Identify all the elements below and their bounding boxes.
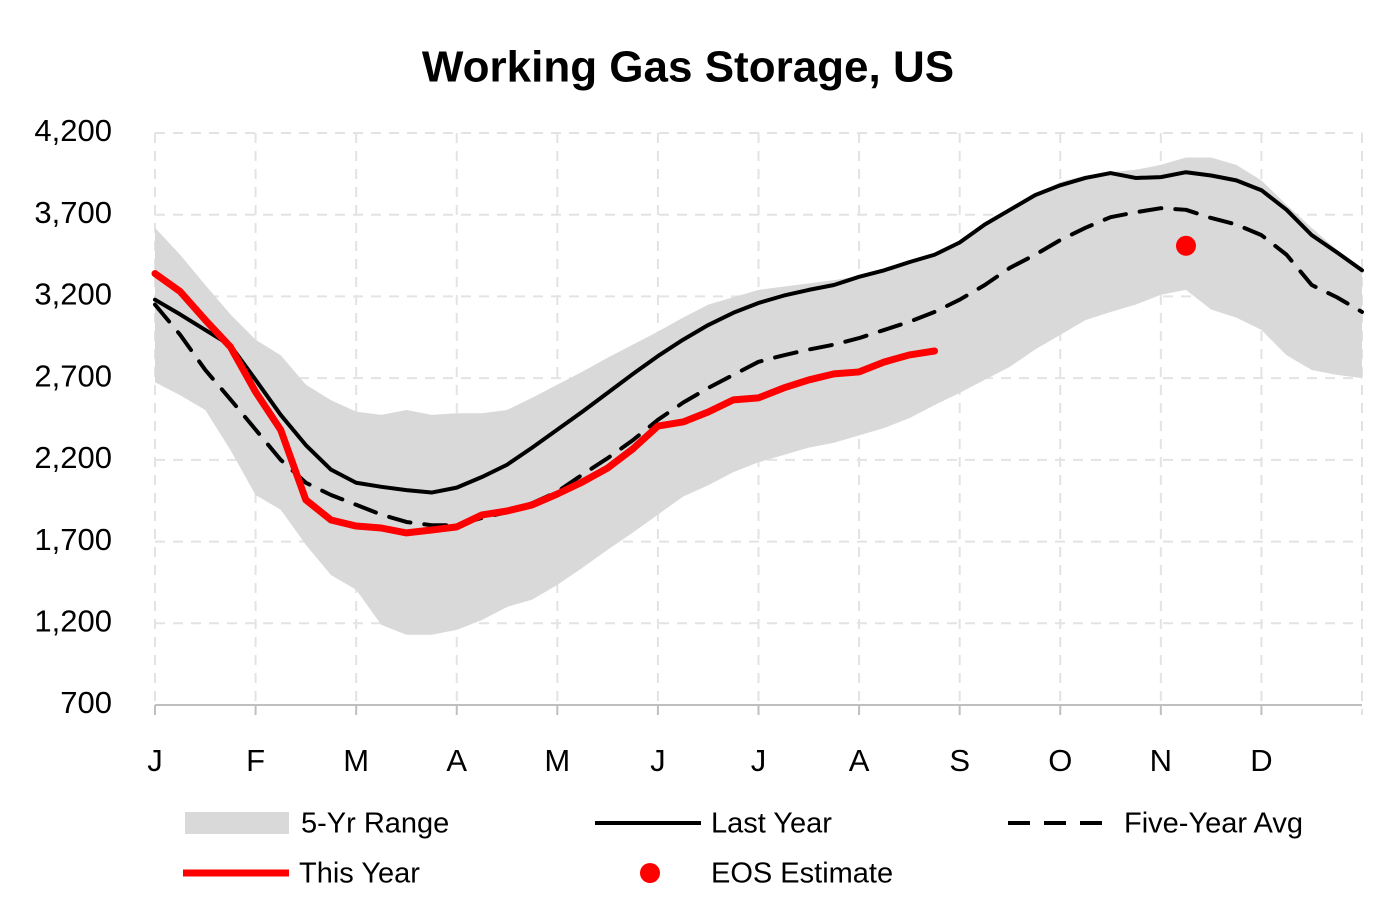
x-tick-label: S [949,743,970,778]
x-tick-label: M [544,743,570,778]
x-tick-label: J [751,743,767,778]
chart-title: Working Gas Storage, US [422,43,954,92]
y-tick-label: 1,700 [34,522,112,557]
y-tick-label: 3,700 [34,195,112,230]
legend-swatch [185,812,289,834]
x-tick-label: D [1250,743,1272,778]
y-tick-label: 1,200 [34,603,112,638]
line [151,270,939,537]
x-tick-label: A [849,743,870,778]
line [153,170,1364,495]
legend-label: Five-Year Avg [1124,808,1303,840]
line [153,206,1364,528]
x-tick-label: A [446,743,467,778]
x-tick-label: F [246,743,265,778]
x-tick-label: O [1048,743,1072,778]
y-tick-label: 2,700 [34,358,112,393]
legend-label: This Year [299,858,420,890]
x-tick-label: J [650,743,666,778]
point [1175,235,1196,256]
legend-label: 5-Yr Range [301,808,449,840]
x-tick-label: J [147,743,163,778]
y-tick-label: 3,200 [34,277,112,312]
legend-label: Last Year [711,808,832,840]
y-tick-label: 4,200 [34,113,112,148]
x-tick-label: M [343,743,369,778]
legend-label: EOS Estimate [711,858,893,890]
legend-swatch [640,863,660,883]
y-tick-label: 2,200 [34,440,112,475]
x-tick-label: N [1150,743,1172,778]
y-tick-label: 700 [60,685,112,720]
